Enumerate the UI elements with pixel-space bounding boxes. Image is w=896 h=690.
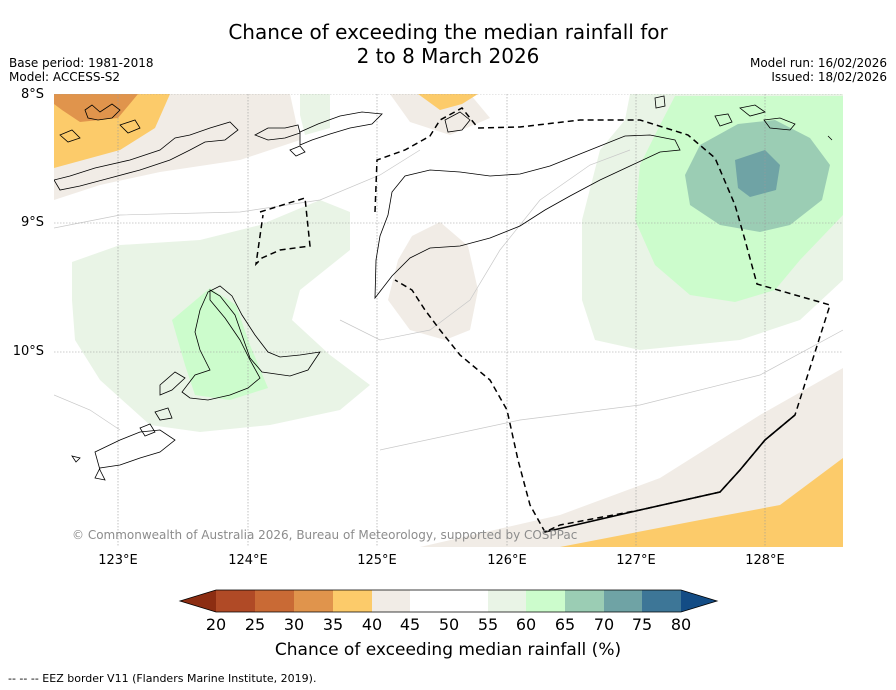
colorbar-bin-65-70 [565, 590, 604, 612]
coastline-alor [254, 124, 306, 157]
colorbar-extend-high [681, 590, 717, 612]
coastline-timor [374, 134, 681, 300]
colorbar-tick-65: 65 [554, 615, 576, 634]
coastline-rote [159, 371, 186, 396]
map-area [54, 94, 843, 547]
colorbar-outline [178, 589, 719, 613]
model-name: Model: ACCESS-S2 [9, 70, 121, 84]
colorbar-bin-25-30 [255, 590, 294, 612]
colorbar-tick-70: 70 [593, 615, 615, 634]
colorbar-bin-35-40 [333, 590, 372, 612]
coastline-savu [139, 407, 173, 437]
contour-line-4 [379, 329, 843, 451]
colorbar-tick-45: 45 [399, 615, 421, 634]
contour-line-2 [339, 149, 631, 341]
colorbar-tick-25: 25 [244, 615, 266, 634]
coastline-babar [654, 95, 796, 131]
lon-label-127e: 127°E [616, 553, 656, 568]
colorbar-bin-45-50 [410, 590, 449, 612]
colorbar-tick-75: 75 [631, 615, 653, 634]
colorbar-bin-30-35 [294, 590, 333, 612]
lat-label-9s: 9°S [20, 215, 44, 230]
region-40-45-southeast [420, 368, 843, 547]
colorbar-bin-55-60 [488, 590, 526, 612]
lat-label-10s: 10°S [12, 344, 44, 359]
colorbar-tick-20: 20 [205, 615, 227, 634]
eez-border [254, 107, 831, 533]
colorbar-bin-70-75 [604, 590, 642, 612]
colorbar-bin-40-45 [372, 590, 410, 612]
colorbar-tick-40: 40 [361, 615, 383, 634]
colorbar-bin-60-65 [526, 590, 565, 612]
map-title-line1: Chance of exceeding the median rainfall … [228, 20, 668, 44]
coastline-east-edge [827, 135, 833, 141]
lon-label-125e: 125°E [357, 553, 397, 568]
colorbar-title: Chance of exceeding median rainfall (%) [274, 640, 622, 660]
colorbar-bin-20-25 [216, 590, 255, 612]
region-60-65-west [172, 288, 268, 400]
coastline-wetar [299, 111, 383, 146]
colorbar-tick-80: 80 [670, 615, 692, 634]
colorbar-tick-60: 60 [515, 615, 537, 634]
map-title-line2: 2 to 8 March 2026 [356, 44, 540, 68]
colorbar-tick-35: 35 [322, 615, 344, 634]
region-35-40-southeast [560, 458, 843, 547]
colorbar-bin-50-55 [449, 590, 488, 612]
lat-label-8s: 8°S [20, 87, 44, 102]
contour-line-3 [54, 394, 121, 431]
region-70-75-east [735, 150, 780, 197]
coastline-small-islands-west [59, 103, 141, 143]
copyright-notice: © Commonwealth of Australia 2026, Bureau… [72, 528, 578, 542]
region-55-60-northeast [300, 94, 330, 135]
region-40-45-north-central [390, 94, 490, 135]
colorbar [178, 589, 719, 613]
colorbar-tick-50: 50 [438, 615, 460, 634]
lon-label-124e: 124°E [228, 553, 268, 568]
region-35-40-north-central [418, 94, 478, 110]
coastline-wetar-east [444, 111, 471, 133]
eez-footnote: -- -- -- EEZ border V11 (Flanders Marine… [8, 672, 317, 685]
coastline-flores [54, 121, 239, 191]
eez-border-solid-segment [544, 414, 796, 533]
coastlines [54, 95, 833, 481]
issued-date: Issued: 18/02/2026 [771, 70, 887, 84]
model-run: Model run: 16/02/2026 [749, 56, 887, 70]
colorbar-tick-55: 55 [477, 615, 499, 634]
coastline-sumba [181, 285, 321, 401]
lon-label-126e: 126°E [487, 553, 527, 568]
lon-label-128e: 128°E [745, 553, 785, 568]
coastline-southwest-islands [71, 429, 176, 481]
colorbar-tick-30: 30 [283, 615, 305, 634]
colorbar-extend-low [180, 590, 216, 612]
lon-label-123e: 123°E [98, 553, 138, 568]
colorbar-bin-75-80 [642, 590, 681, 612]
base-period: Base period: 1981-2018 [9, 56, 154, 70]
